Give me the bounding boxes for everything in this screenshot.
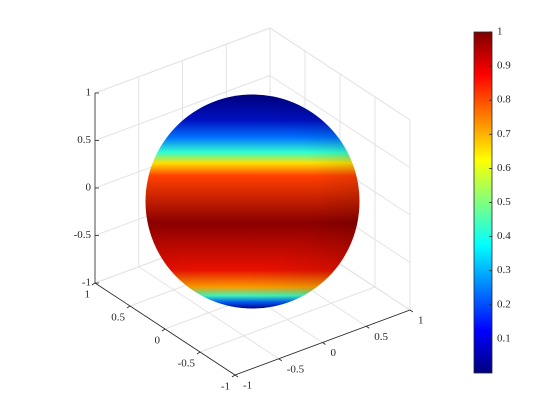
surface-group [145,94,360,309]
y-tick [196,351,201,355]
z-tick-label: 0 [86,182,92,194]
x-tick [234,374,239,378]
y-tick-label: 1 [85,289,91,301]
x-tick [322,342,326,345]
y-tick-label: 0.5 [111,312,125,324]
y-tick-label: -1 [221,381,230,393]
colorbar-tick-label: 0.4 [497,230,511,242]
x-tick-label: 0 [331,347,337,359]
z-tick-label: 0.5 [77,134,91,146]
y-tick-label: 0 [155,335,161,347]
colorbar-tick-label: 0.5 [497,196,511,208]
z-tick-label: -1 [82,277,91,289]
colorbar-tick-label: 0.1 [497,332,511,344]
y-tick-label: -0.5 [178,358,196,370]
x-tick [278,358,282,362]
x-tick [366,325,370,329]
colorbar-tick-label: 0.6 [497,162,511,174]
x-tick-label: -1 [243,380,252,392]
grid-line [94,27,271,94]
y-tick [91,282,96,286]
surface-shading [145,94,360,309]
x-tick [409,309,414,313]
grid-line [269,75,411,168]
y-tick [161,328,166,332]
z-tick-label: 1 [86,87,92,99]
colorbar: 0.1 0.2 0.3 0.4 0.5 0.6 0.7 0.8 0.9 1 [473,26,511,374]
grid-line [94,75,271,141]
grid-line [269,27,411,121]
x-tick-label: -0.5 [287,363,305,375]
x-tick-label: 1 [418,315,424,327]
colorbar-tick-label: 0.3 [497,264,511,276]
colorbar-tick-label: 0.9 [497,60,511,72]
grid-line [199,286,376,353]
colorbar-tick-label: 0.2 [497,298,511,310]
colorbar-tick-label: 0.7 [497,128,511,140]
colorbar-tick-label: 0.8 [497,94,511,106]
y-tick [231,374,236,378]
colorbar-tick-label: 1 [497,26,503,38]
y-tick [126,305,131,309]
z-tick-label: -0.5 [74,229,92,241]
x-tick-label: 0.5 [374,331,388,343]
